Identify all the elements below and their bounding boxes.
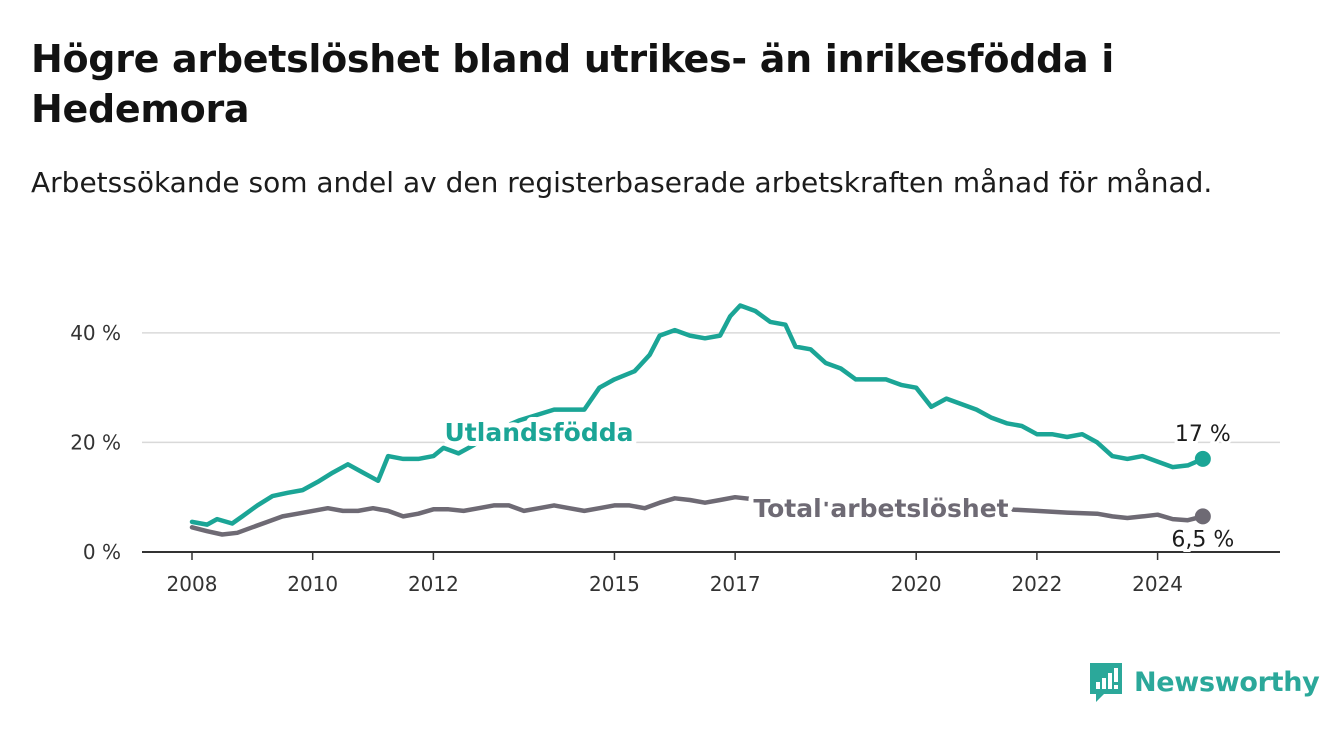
x-axis: 2008 2010 2012 2015 2017 2020 2022 2024 [142, 551, 1280, 596]
x-tick-label: 2020 [891, 572, 942, 596]
brand-logo: Newsworthy [1088, 660, 1320, 704]
y-axis: 0 % 20 % 40 % [70, 321, 121, 564]
x-tick-label: 2022 [1011, 572, 1062, 596]
brand-name: Newsworthy [1134, 666, 1320, 698]
chart-title: Högre arbetslöshet bland utrikes- än inr… [31, 37, 1114, 131]
chart-subtitle: Arbetssökande som andel av den registerb… [31, 166, 1213, 199]
gridlines [142, 332, 1280, 444]
end-point-total [1194, 508, 1211, 525]
y-tick-label: 40 % [70, 321, 121, 345]
end-value-label-utlandsfodda: 17 % [1175, 422, 1231, 447]
x-tick-label: 2015 [589, 572, 640, 596]
x-tick-label: 2017 [710, 572, 761, 596]
x-tick-label: 2010 [287, 572, 338, 596]
x-tick-label: 2024 [1132, 572, 1183, 596]
series-label-utlandsfodda: Utlandsfödda [445, 418, 634, 447]
x-tick-label: 2012 [408, 572, 459, 596]
y-tick-label: 20 % [70, 430, 121, 454]
y-tick-label: 0 % [83, 540, 121, 564]
series-line-utlandsfodda [189, 303, 1206, 527]
series-line-total [189, 494, 1206, 537]
series-label-total: Total arbetslöshet [753, 494, 1008, 523]
series-lines [189, 303, 1211, 537]
end-point-utlandsfodda [1194, 450, 1211, 467]
end-value-label-total: 6,5 % [1171, 527, 1234, 552]
bar-chart-logo-icon [1090, 663, 1122, 702]
x-tick-label: 2008 [167, 572, 218, 596]
series-labels: Utlandsfödda Total arbetslöshet 17 % 6,5 % [440, 413, 1238, 555]
